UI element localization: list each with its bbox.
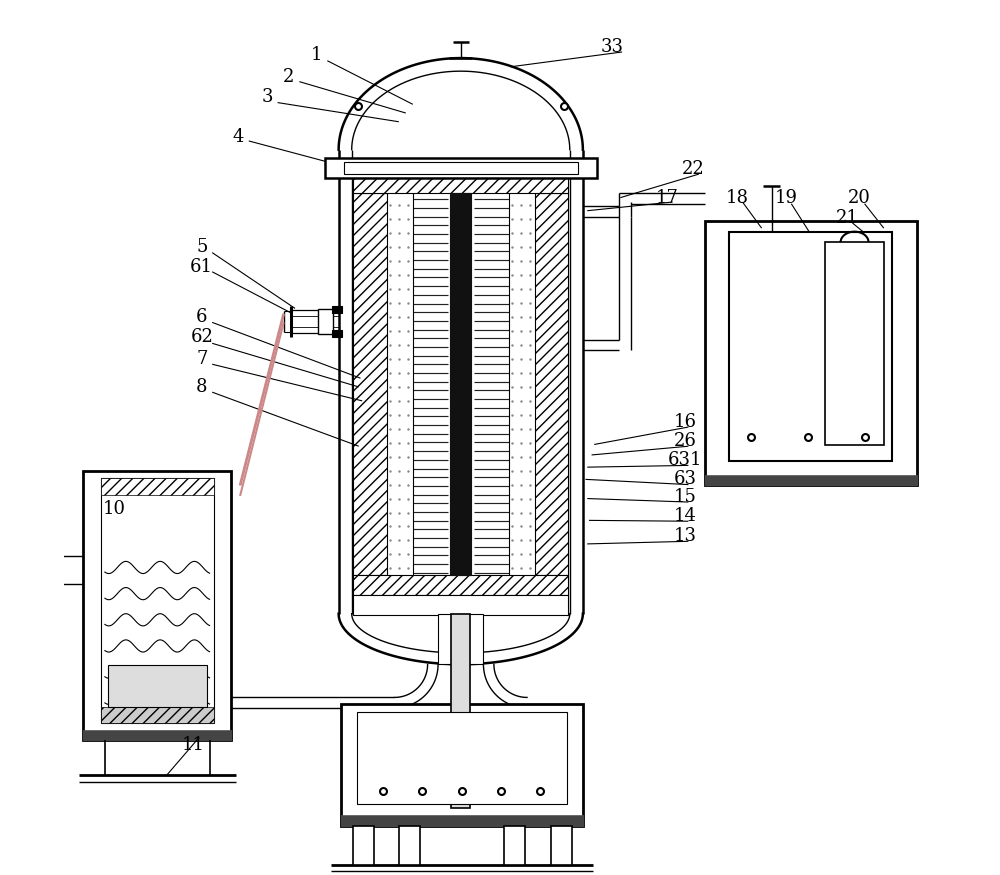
Text: 17: 17 (656, 189, 679, 206)
Bar (344, 162, 578, 174)
Text: 10: 10 (103, 500, 126, 518)
Text: 61: 61 (190, 258, 213, 276)
Bar (83, 471, 231, 740)
Bar (399, 826, 420, 864)
Text: 4: 4 (233, 128, 244, 145)
Text: 5: 5 (196, 238, 207, 256)
Text: 14: 14 (673, 507, 696, 525)
Bar (34, 553, 43, 587)
Bar (451, 613, 470, 809)
Text: 13: 13 (673, 527, 696, 545)
Bar (825, 242, 884, 445)
Text: 26: 26 (673, 432, 696, 450)
Bar (325, 158, 597, 178)
Bar (729, 232, 892, 461)
Bar (101, 707, 214, 723)
Bar (535, 193, 568, 575)
Text: 16: 16 (673, 413, 696, 430)
Text: 7: 7 (196, 350, 207, 368)
Text: 19: 19 (775, 189, 798, 206)
Bar (353, 172, 568, 193)
Text: 6: 6 (196, 308, 207, 326)
Text: 11: 11 (181, 736, 204, 753)
Bar (504, 826, 525, 864)
Bar (353, 594, 568, 614)
Bar (705, 475, 917, 486)
Text: 8: 8 (196, 378, 207, 396)
Bar (101, 478, 214, 723)
Bar (101, 478, 214, 495)
Text: 1: 1 (311, 46, 323, 65)
Bar (353, 575, 568, 594)
Text: 15: 15 (673, 487, 696, 506)
Text: 3: 3 (261, 88, 273, 107)
Bar (353, 826, 374, 864)
Text: 33: 33 (600, 38, 623, 56)
Text: 22: 22 (682, 160, 705, 178)
Bar (318, 309, 333, 333)
Bar (353, 193, 387, 575)
Text: 2: 2 (283, 68, 295, 87)
Bar (450, 193, 471, 575)
Bar (83, 730, 231, 740)
Text: 20: 20 (848, 189, 871, 206)
Text: 21: 21 (836, 209, 859, 227)
Text: 18: 18 (726, 189, 749, 206)
Bar (341, 816, 583, 826)
Bar (551, 826, 572, 864)
Bar (438, 613, 483, 664)
Text: 63: 63 (673, 471, 696, 488)
Bar (705, 221, 917, 486)
Bar (332, 330, 342, 337)
Text: 631: 631 (668, 452, 702, 469)
Text: 62: 62 (190, 328, 213, 346)
Bar (332, 305, 342, 312)
Bar (108, 665, 207, 707)
Bar (357, 712, 567, 804)
Bar (341, 704, 583, 826)
